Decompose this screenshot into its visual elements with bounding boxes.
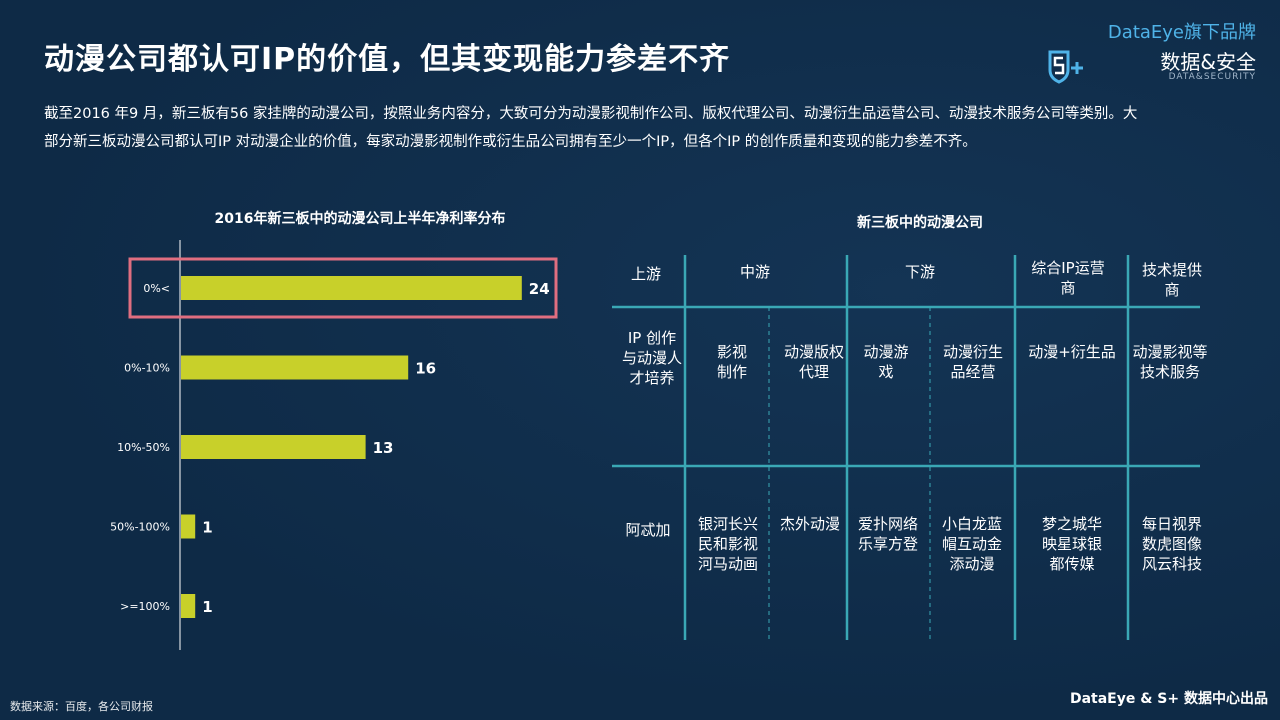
brand-subtitle: DATA&SECURITY [1168, 72, 1256, 82]
company-ip-operator: 梦之城华映星球银都传媒 [1041, 515, 1102, 573]
header-upstream: 上游 [630, 265, 661, 283]
bar-2 [181, 435, 366, 459]
bar-1 [181, 355, 409, 380]
business-anime-games: 动漫游戏 [863, 343, 909, 381]
header-midstream: 中游 [739, 263, 770, 281]
business-merchandise: 动漫衍生品经营 [942, 343, 1003, 381]
s-plus-shield-icon [1048, 50, 1083, 84]
bar-4 [181, 594, 196, 618]
category-label-2: 10%-50% [117, 441, 170, 454]
value-label-3: 1 [202, 519, 212, 537]
category-label-3: 50%-100% [110, 521, 170, 534]
company-merchandise: 小白龙蓝帽互动金添动漫 [941, 515, 1002, 573]
company-anime-games: 爱扑网络乐享方登 [857, 515, 918, 553]
profit-margin-bar-chart: 0%< 24 0%-10% 16 10%-50% 13 50%-100% 1 >=100% 1 [110, 240, 558, 650]
company-tech-provider: 每日视界数虎图像风云科技 [1141, 515, 1202, 573]
business-upstream: IP 创作与动漫人才培养 [622, 329, 683, 387]
business-film-production: 影视制作 [716, 343, 747, 381]
value-label-0: 24 [529, 280, 550, 298]
brand-parent-label: DataEye旗下品牌 [1107, 22, 1256, 43]
bar-3 [181, 514, 196, 539]
chart-title: 2016年新三板中的动漫公司上半年净利率分布 [214, 211, 506, 227]
business-ip-operator: 动漫+衍生品 [1028, 343, 1116, 361]
company-copyright-agency: 杰外动漫 [779, 515, 840, 533]
value-label-4: 1 [202, 598, 212, 616]
table-title: 新三板中的动漫公司 [857, 215, 983, 231]
value-label-2: 13 [373, 439, 394, 457]
brand-name: 数据&安全 [1160, 50, 1256, 74]
highlight-box [128, 257, 558, 319]
brand-block: DataEye旗下品牌 数据&安全 DATA&SECURITY [1046, 18, 1256, 88]
category-label-0: 0%< [143, 282, 170, 295]
data-source-note: 数据来源：百度，各公司财报 [10, 700, 153, 713]
business-copyright-agency: 动漫版权代理 [784, 343, 845, 381]
header-ip-operator: 综合IP运营商 [1031, 259, 1105, 297]
business-tech-services: 动漫影视等技术服务 [1132, 343, 1208, 381]
footer-credit: DataEye & S+ 数据中心出品 [1069, 691, 1268, 707]
category-label-1: 0%-10% [124, 362, 170, 375]
category-label-4: >=100% [120, 600, 170, 613]
header-downstream: 下游 [904, 263, 935, 281]
value-label-1: 16 [415, 360, 436, 378]
company-upstream: 阿忒加 [625, 521, 671, 539]
company-film-production: 银河长兴民和影视河马动画 [697, 515, 758, 573]
bar-0 [181, 276, 522, 300]
page-title: 动漫公司都认可IP的价值，但其变现能力参差不齐 [44, 42, 731, 77]
intro-paragraph: 截至2016 年9 月，新三板有56 家挂牌的动漫公司，按照业务内容分，大致可分… [44, 106, 1138, 150]
header-tech-provider: 技术提供商 [1142, 261, 1203, 299]
